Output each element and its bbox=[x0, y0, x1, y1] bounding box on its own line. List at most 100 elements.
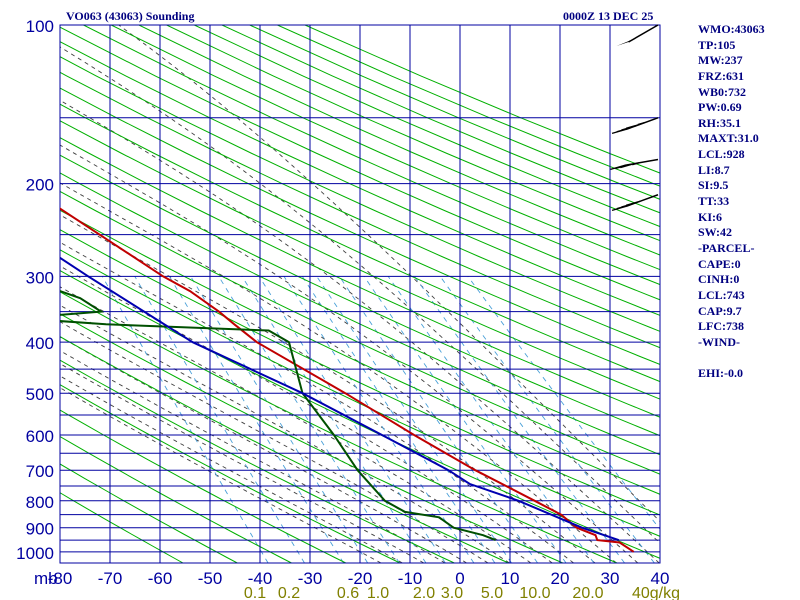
pressure-tick-label: 700 bbox=[26, 462, 54, 481]
dry-adiabat bbox=[60, 209, 660, 495]
temperature-tick-label: -50 bbox=[198, 569, 223, 588]
mixing-ratio-label: 5.0 bbox=[481, 585, 503, 600]
mixing-ratio-label: 0.2 bbox=[278, 585, 300, 600]
dry-adiabat bbox=[60, 463, 238, 563]
index-8: LCL:928 bbox=[698, 147, 745, 162]
dry-adiabat bbox=[60, 41, 660, 316]
dry-adiabat bbox=[60, 435, 292, 563]
mixing-ratio-label: 20.0 bbox=[572, 585, 603, 600]
mixing-ratio-line bbox=[218, 276, 400, 563]
dry-adiabat bbox=[60, 87, 660, 365]
dry-adiabat bbox=[60, 409, 347, 563]
index-6: RH:35.1 bbox=[698, 115, 741, 130]
index-18: CAP:9.7 bbox=[698, 303, 742, 318]
wind-barb-feather bbox=[625, 200, 641, 206]
mixing-ratio-line bbox=[101, 276, 269, 563]
mixing-ratio-line bbox=[467, 276, 660, 530]
dry-adiabat bbox=[60, 291, 618, 563]
temperature-tick-label: -60 bbox=[148, 569, 173, 588]
temperature-tick-label: 10 bbox=[501, 569, 520, 588]
moist-adiabat bbox=[60, 265, 553, 563]
mixing-ratio-line bbox=[414, 276, 625, 563]
dry-adiabat bbox=[60, 313, 564, 563]
index-19: LFC:738 bbox=[698, 319, 744, 334]
moist-adiabat bbox=[60, 144, 639, 563]
dry-adiabat bbox=[110, 25, 660, 271]
dry-adiabat bbox=[60, 26, 660, 301]
mixing-ratio-line bbox=[283, 276, 475, 563]
index-5: PW:0.69 bbox=[698, 100, 742, 115]
wind-barb-feather bbox=[620, 163, 635, 169]
dry-adiabat bbox=[60, 492, 184, 563]
mixing-ratio-line bbox=[301, 276, 496, 563]
dry-adiabat bbox=[60, 359, 455, 563]
moist-adiabat bbox=[118, 25, 660, 523]
temperature-tick-label: -40 bbox=[248, 569, 273, 588]
temperature-trace bbox=[60, 207, 635, 553]
dry-adiabat bbox=[60, 336, 509, 563]
index-3: FRZ:631 bbox=[698, 68, 744, 83]
dry-adiabat bbox=[60, 56, 660, 332]
mixing-ratio-label: 40g/kg bbox=[632, 585, 680, 600]
moist-adiabat bbox=[60, 304, 510, 563]
mixing-ratio-label: 0.1 bbox=[244, 585, 266, 600]
temperature-tick-label: -10 bbox=[398, 569, 423, 588]
pressure-tick-label: 900 bbox=[26, 520, 54, 539]
wind-barb bbox=[610, 158, 659, 171]
index-14: -PARCEL- bbox=[698, 240, 755, 255]
mixing-ratio-label: 0.6 bbox=[337, 585, 359, 600]
mixing-ratio-label: 3.0 bbox=[441, 585, 463, 600]
pressure-tick-label: 500 bbox=[26, 385, 54, 404]
index-0: WMO:43063 bbox=[698, 22, 765, 36]
temperature-tick-label: -20 bbox=[348, 569, 373, 588]
index-21 bbox=[698, 350, 765, 366]
dry-adiabat bbox=[60, 137, 660, 418]
index-2: MW:237 bbox=[698, 53, 743, 68]
mixing-ratio-line bbox=[190, 276, 369, 563]
index-16: CINH:0 bbox=[698, 272, 740, 287]
wind-barbs bbox=[610, 24, 659, 212]
mixing-ratio-line bbox=[169, 276, 344, 563]
dry-adiabat bbox=[60, 172, 660, 456]
pressure-tick-label: 400 bbox=[26, 334, 54, 353]
index-4: WB0:732 bbox=[698, 84, 746, 99]
index-20: -WIND- bbox=[698, 334, 740, 349]
index-9: LI:8.7 bbox=[698, 162, 730, 177]
grid bbox=[59, 24, 661, 564]
wind-barb-half-feather bbox=[632, 162, 640, 166]
chart-title: VO063 (43063) Sounding bbox=[66, 9, 195, 23]
chart-timestamp: 0000Z 13 DEC 25 bbox=[563, 9, 654, 23]
dry-adiabat bbox=[60, 384, 401, 563]
temperature-tick-label: -30 bbox=[298, 569, 323, 588]
moist-adiabat bbox=[60, 350, 446, 563]
dry-adiabat bbox=[60, 71, 660, 349]
parcel-trace bbox=[60, 256, 620, 542]
moist-adiabats bbox=[60, 25, 660, 563]
wind-barb bbox=[616, 24, 659, 46]
index-7: MAXT:31.0 bbox=[698, 131, 759, 146]
dry-adiabat bbox=[60, 120, 660, 400]
dry-adiabat bbox=[60, 154, 660, 437]
pressure-tick-label: 100 bbox=[26, 17, 54, 36]
index-22: EHI:-0.0 bbox=[698, 366, 743, 381]
index-10: SI:9.5 bbox=[698, 178, 729, 193]
wind-barb-flag bbox=[616, 39, 634, 46]
wind-barb-feather bbox=[625, 123, 641, 129]
dry-adiabats bbox=[60, 25, 660, 563]
mixing-ratio-label: 1.0 bbox=[367, 585, 389, 600]
moist-adiabat bbox=[60, 286, 532, 563]
dry-adiabat bbox=[83, 25, 660, 286]
pressure-tick-label: 300 bbox=[26, 268, 54, 287]
temperature-tick-label: 40 bbox=[651, 569, 670, 588]
index-17: LCL:743 bbox=[698, 287, 745, 302]
moist-adiabat bbox=[60, 46, 660, 544]
moist-adiabat bbox=[60, 375, 403, 563]
moist-adiabat bbox=[60, 387, 382, 563]
pressure-tick-label: 800 bbox=[26, 493, 54, 512]
sounding-traces bbox=[60, 207, 635, 553]
index-1: TP:105 bbox=[698, 37, 736, 52]
temperature-tick-label: -80 bbox=[48, 569, 73, 588]
wind-barb bbox=[611, 117, 659, 135]
